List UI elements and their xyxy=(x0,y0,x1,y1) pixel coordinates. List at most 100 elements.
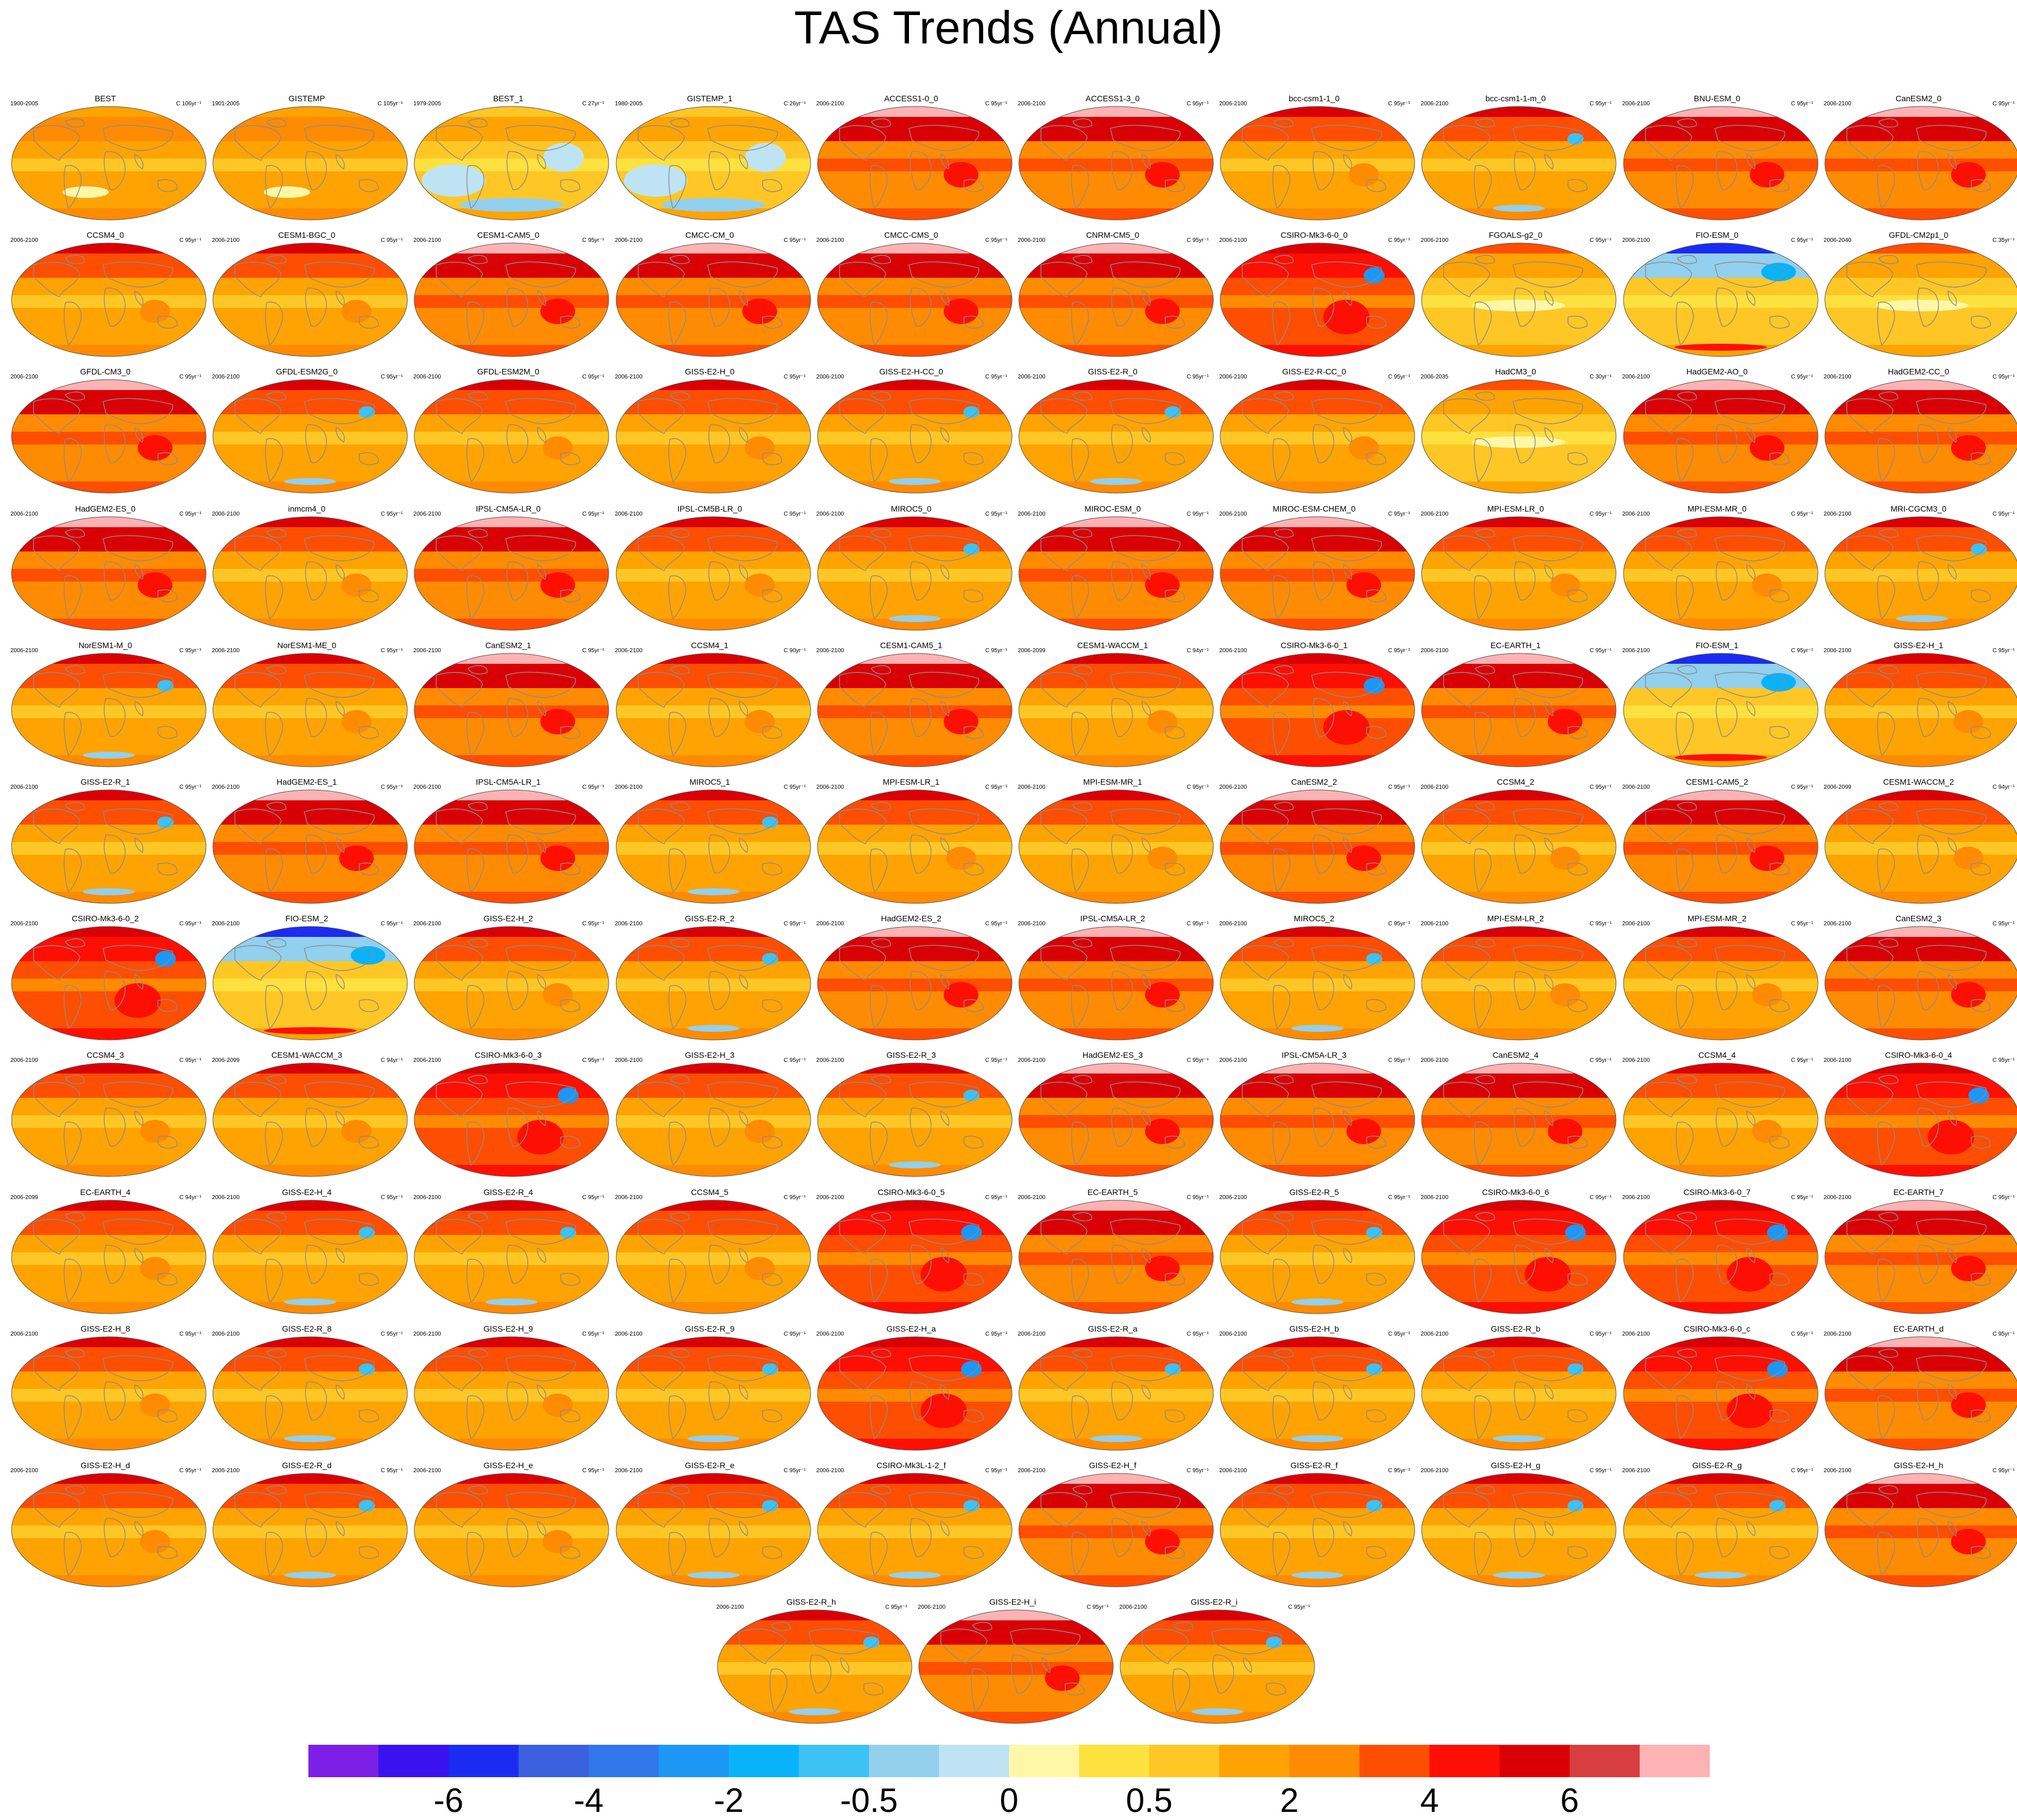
map-border xyxy=(817,1200,1013,1314)
trend-anomaly xyxy=(1749,435,1784,461)
panel-title: CESM1-WACCM_2 xyxy=(1883,777,1954,786)
panel-period: 2006-2100 xyxy=(816,1057,844,1064)
robinson-map xyxy=(1220,789,1415,904)
panel-unit: C 95yr⁻¹ xyxy=(1186,1057,1209,1064)
map-panel: FIO-ESM_1 2006-2100 C 95yr⁻¹ xyxy=(1617,638,1819,775)
coastline xyxy=(808,1628,879,1655)
coastline xyxy=(1512,262,1584,288)
map-border xyxy=(1623,789,1819,904)
coastline xyxy=(1475,1212,1496,1221)
trend-field-south xyxy=(1422,481,1617,494)
coastline xyxy=(1675,438,1694,483)
panel-unit: C 95yr⁻¹ xyxy=(1791,647,1813,654)
panel-title: GFDL-CM3_0 xyxy=(80,367,131,377)
map-border xyxy=(1220,1062,1415,1177)
trend-field-tropics xyxy=(1220,1388,1415,1402)
trend-field-tropics xyxy=(1824,1525,2017,1538)
trend-field-arctic xyxy=(12,653,206,664)
coastline xyxy=(1165,179,1185,192)
robinson-map xyxy=(1018,242,1214,357)
trend-anomaly xyxy=(943,299,978,325)
trend-anomaly xyxy=(888,1161,941,1169)
coastline xyxy=(839,125,886,161)
coastline xyxy=(637,262,685,298)
robinson-map xyxy=(1824,242,2017,357)
panel-period: 2006-2100 xyxy=(10,374,38,381)
coastline xyxy=(1211,1628,1282,1655)
coastline xyxy=(1769,1273,1790,1286)
panel-unit: C 95yr⁻¹ xyxy=(1388,1057,1411,1064)
trend-field-arctic xyxy=(1019,653,1213,664)
coastline xyxy=(1644,1082,1692,1118)
coastline xyxy=(305,834,327,874)
coastline xyxy=(1311,1082,1382,1108)
coastline xyxy=(1644,398,1692,435)
panel-unit: C 95yr⁻¹ xyxy=(783,1194,806,1201)
coastline xyxy=(1072,391,1092,401)
coastline xyxy=(669,1348,690,1358)
trend-anomaly xyxy=(1165,1363,1181,1375)
panel-unit: C 95yr⁻¹ xyxy=(1186,921,1209,928)
panel-title: MIROC5_1 xyxy=(689,777,730,786)
coastline xyxy=(1072,528,1092,538)
map-panel: GISS-E2-H_4 2006-2100 C 95yr⁻¹ xyxy=(206,1185,408,1322)
coastline xyxy=(1948,1247,1957,1263)
coastline xyxy=(1475,665,1496,675)
map-border xyxy=(616,106,811,220)
robinson-map xyxy=(1623,653,1819,767)
trend-field-south xyxy=(12,1165,206,1177)
trend-field-tropics xyxy=(12,159,206,171)
trend-field-arctic xyxy=(1623,106,1818,117)
coastline xyxy=(265,1258,284,1303)
coastline xyxy=(708,971,730,1010)
coastline xyxy=(466,1532,485,1576)
map-border xyxy=(1018,1200,1214,1314)
panel-title: CMCC-CM_0 xyxy=(685,230,734,240)
coastline xyxy=(1544,1384,1554,1400)
map-border xyxy=(616,1062,811,1177)
coastline xyxy=(336,1111,345,1127)
trend-field-arctic xyxy=(616,653,811,664)
trend-anomaly xyxy=(789,1708,841,1716)
coastline xyxy=(1142,427,1151,443)
coastline xyxy=(761,1273,782,1286)
coastline xyxy=(466,1395,485,1439)
map-border xyxy=(1220,1473,1415,1587)
trend-field-tropics xyxy=(1019,979,1213,992)
panel-title: CESM1-WACCM_1 xyxy=(1077,640,1149,650)
map-border xyxy=(817,1062,1013,1177)
map-panel: NorESM1-M_0 2006-2100 C 95yr⁻¹ xyxy=(5,638,207,775)
panel-period: 2006-2100 xyxy=(212,1194,240,1201)
coastline xyxy=(506,561,529,601)
coastline xyxy=(1846,945,1894,981)
trend-field-arctic xyxy=(1623,380,1818,391)
robinson-map xyxy=(616,379,811,494)
trend-field-south xyxy=(616,1165,811,1177)
map-panel: CSIRO-Mk3-6-0_2 2006-2100 C 95yr⁻¹ xyxy=(5,911,207,1048)
coastline xyxy=(468,938,488,948)
coastline xyxy=(1714,671,1785,698)
map-panel: IPSL-CM5A-LR_3 2006-2100 C 95yr⁻¹ xyxy=(1213,1048,1415,1185)
map-panel: CESM1-WACCM_1 2006-2099 C 94yr⁻¹ xyxy=(1012,638,1214,775)
trend-field-tropics xyxy=(12,1115,206,1128)
panel-period: 2006-2099 xyxy=(10,1194,38,1201)
trend-anomaly xyxy=(1346,845,1382,871)
panel-title: GISS-E2-R_d xyxy=(282,1461,332,1470)
coastline xyxy=(65,528,85,538)
panel-title: FIO-ESM_2 xyxy=(285,914,329,924)
trend-field-south xyxy=(1019,892,1213,903)
trend-field-tropics xyxy=(1623,1115,1818,1128)
robinson-map xyxy=(1421,242,1617,357)
coastline xyxy=(1242,398,1289,435)
trend-anomaly xyxy=(359,1500,376,1512)
map-panel: MPI-ESM-LR_0 2006-2100 C 95yr⁻¹ xyxy=(1415,502,1617,638)
panel-unit: C 95yr⁻¹ xyxy=(1791,101,1813,107)
coastline xyxy=(468,118,488,128)
coastline xyxy=(1714,124,1785,151)
map-panel: GFDL-CM2p1_0 2006-2040 C 35yr⁻¹ xyxy=(1818,228,2017,365)
trend-field-arctic xyxy=(1019,1200,1213,1211)
map-border xyxy=(1018,1062,1214,1177)
panel-title: GISS-E2-H_b xyxy=(1289,1323,1339,1333)
coastline xyxy=(1443,125,1491,161)
coastline xyxy=(1474,712,1492,756)
